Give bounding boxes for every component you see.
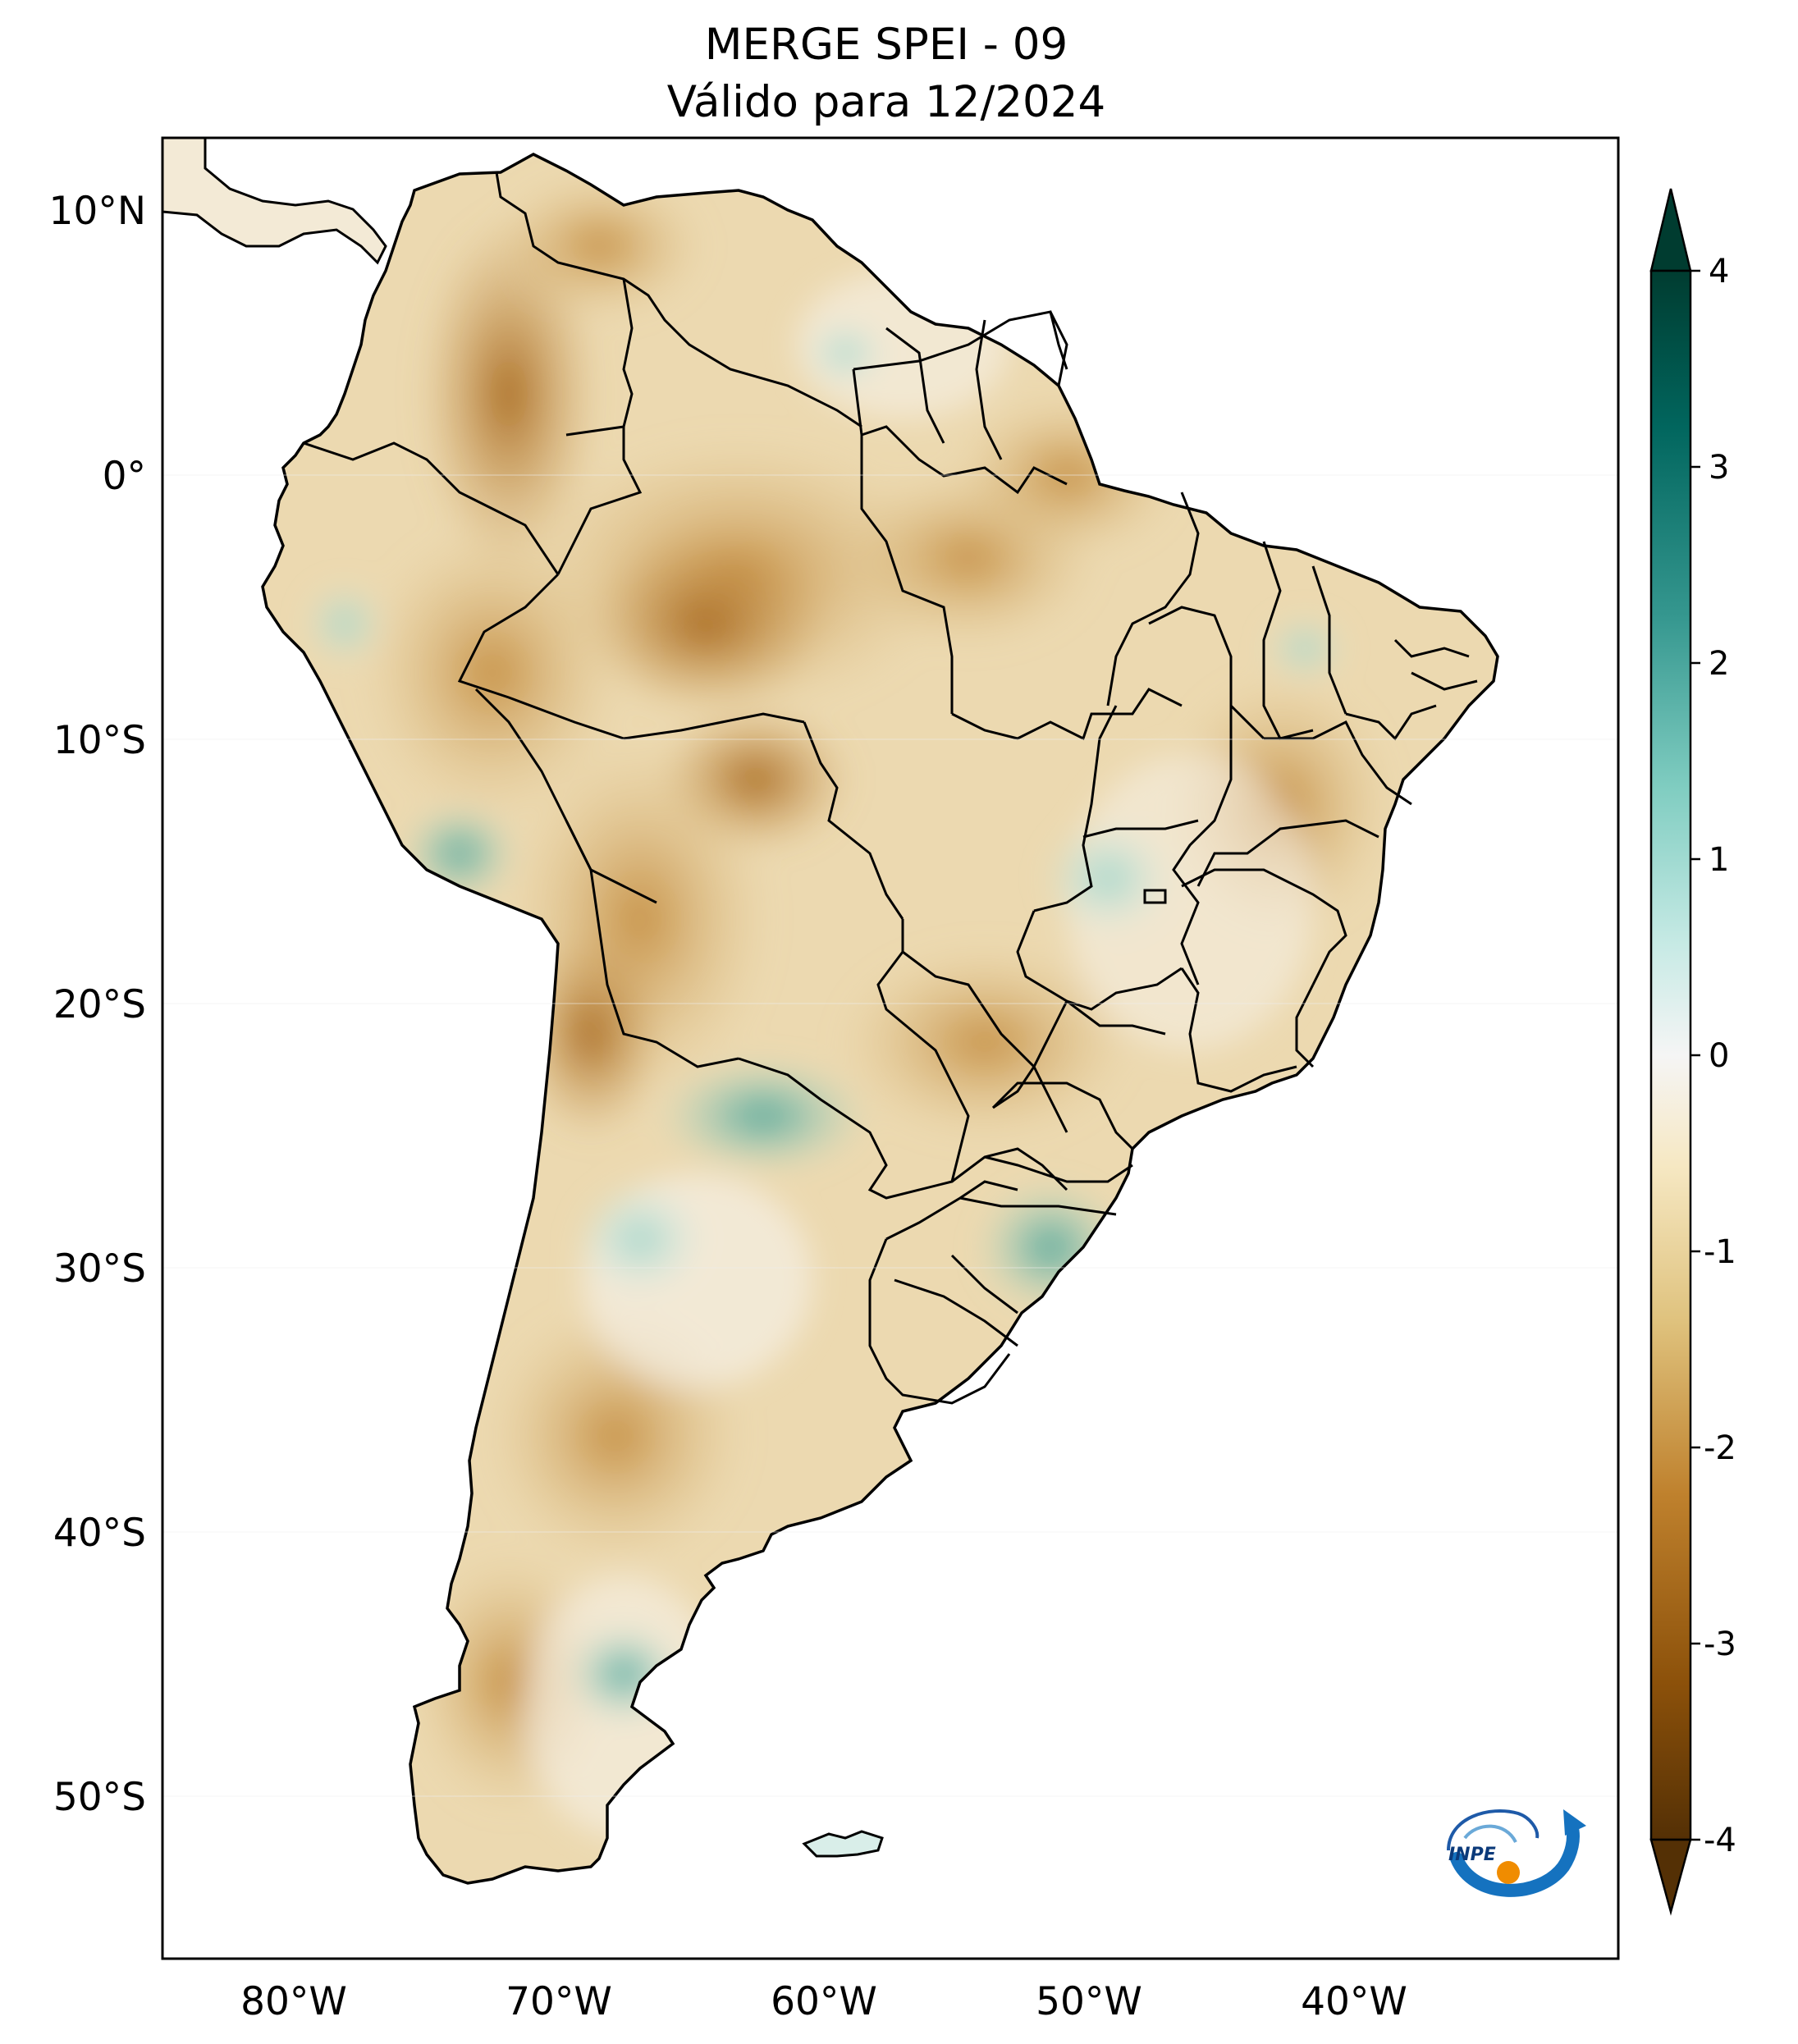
lat-tick-label: 40°S [53,1511,146,1556]
lon-axis: 80°W 70°W 60°W 50°W 40°W [240,1979,1407,2024]
lat-tick-label: 0° [103,454,146,499]
central-america-land [162,138,387,265]
inpe-logo: INPE [1447,1809,1586,1897]
colorbar-tick-label: -1 [1704,1233,1736,1271]
colorbar-extend-bottom [1649,1838,1692,1916]
lat-tick-label: 30°S [53,1246,146,1292]
lon-tick-label: 70°W [506,1979,612,2024]
colorbar: 4 3 2 1 0 -1 -2 -3 -4 [1649,188,1736,1916]
title-line-2: Válido para 12/2024 [667,77,1105,127]
colorbar-tick-label: -2 [1704,1429,1736,1467]
borders [303,171,1478,1405]
lat-axis: 10°N 0° 10°S 20°S 30°S 40°S 50°S [49,189,146,1820]
map-panel: INPE [162,138,1618,1959]
colorbar-tick-label: -3 [1704,1626,1736,1663]
lat-tick-label: 50°S [53,1775,146,1820]
inpe-logo-text: INPE [1448,1845,1496,1865]
inpe-logo-icon [1447,1809,1540,1851]
lat-tick-label: 20°S [53,982,146,1027]
lon-tick-label: 40°W [1301,1979,1407,2024]
colorbar-tick-label: 3 [1709,449,1729,487]
lon-tick-label: 80°W [240,1979,347,2024]
colorbar-tick-label: 2 [1709,645,1729,683]
colorbar-tick-label: 0 [1709,1037,1729,1075]
lat-tick-label: 10°S [53,718,146,763]
colorbar-extend-top [1649,188,1692,272]
colorbar-body [1649,269,1692,1841]
map-frame [161,136,1620,1960]
lon-tick-label: 50°W [1036,1979,1142,2024]
falkland-islands-land [802,1830,884,1858]
graticule [162,474,1618,1797]
title-line-1: MERGE SPEI - 09 [705,20,1068,70]
lon-tick-label: 60°W [771,1979,877,2024]
colorbar-tick-label: 4 [1709,253,1729,290]
lat-tick-label: 10°N [49,189,146,234]
colorbar-tick-label: -4 [1704,1822,1736,1859]
colorbar-tick-label: 1 [1709,841,1729,879]
